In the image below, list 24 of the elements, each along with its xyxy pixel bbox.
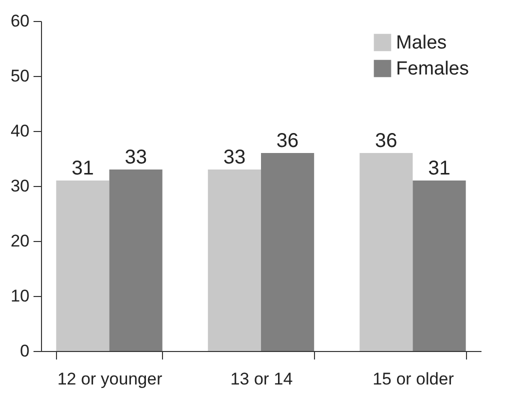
data-label: 36 xyxy=(375,130,398,152)
y-tick-label: 20 xyxy=(10,232,30,250)
y-tick-label: 60 xyxy=(10,12,30,30)
bar xyxy=(261,153,314,351)
legend-label: Males xyxy=(396,32,447,54)
data-label: 33 xyxy=(223,146,246,168)
y-tick-label: 50 xyxy=(10,66,30,86)
bar xyxy=(412,180,466,351)
legend-label: Females xyxy=(396,58,469,80)
x-tick-label: 15 or older xyxy=(372,370,454,388)
bar xyxy=(208,170,261,351)
data-label: 31 xyxy=(428,158,450,180)
y-tick-label: 10 xyxy=(10,286,30,306)
x-tick-label: 13 or 14 xyxy=(230,370,293,388)
bar xyxy=(56,180,110,351)
data-label: 33 xyxy=(124,146,147,168)
y-tick-label: 0 xyxy=(20,342,30,360)
data-label: 36 xyxy=(276,130,299,152)
x-tick-label: 12 or younger xyxy=(57,370,163,388)
bar xyxy=(360,153,413,351)
y-tick-label: 40 xyxy=(10,122,30,140)
data-label: 31 xyxy=(72,158,94,180)
bar xyxy=(109,170,162,351)
y-tick-label: 30 xyxy=(10,176,30,196)
